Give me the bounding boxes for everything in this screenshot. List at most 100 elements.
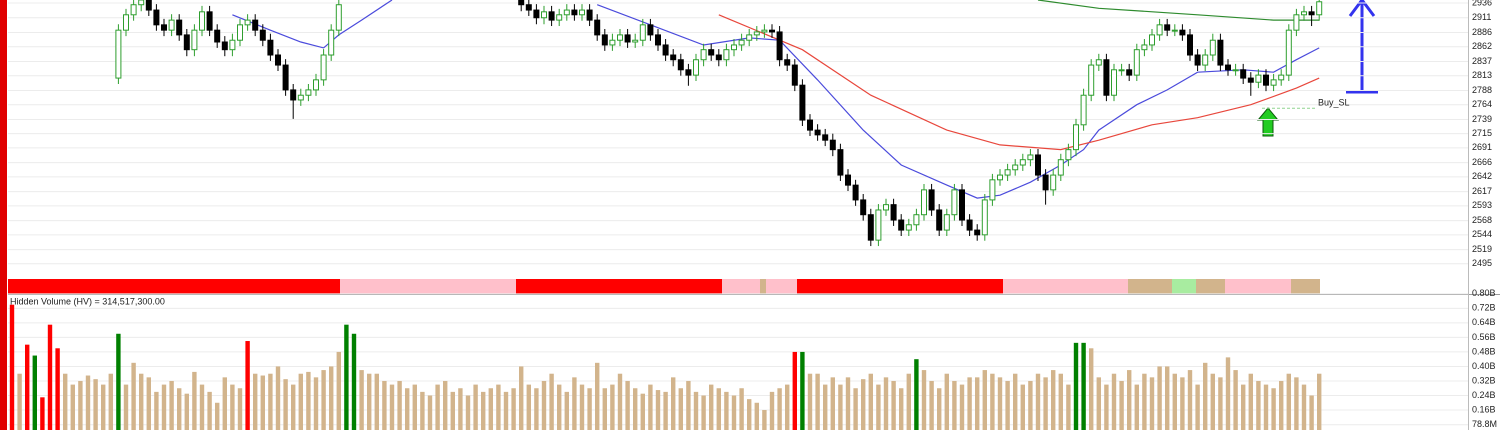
volume-title: Hidden Volume (HV) = 314,517,300.00 <box>10 296 165 306</box>
y-tick-label: 2788 <box>1472 85 1492 95</box>
y-tick-label: 2886 <box>1472 27 1492 37</box>
volume-bar <box>937 388 942 430</box>
axes: 2936 2911 2886 2862 2837 2813 2788 2764 2739 2715… <box>1472 0 1497 429</box>
y-tick-label: 0.24B <box>1472 390 1496 400</box>
volume-bar <box>1195 384 1200 430</box>
moving-average <box>1037 0 1320 21</box>
volume-bar <box>1233 370 1238 430</box>
left-edge-bar <box>0 0 7 430</box>
candle-body <box>328 29 335 56</box>
y-tick-label: 2519 <box>1472 244 1492 254</box>
candle-body <box>791 64 798 86</box>
candle-body <box>1171 29 1178 32</box>
volume-bar <box>800 351 805 430</box>
volume-bar <box>876 384 881 430</box>
candle-body <box>145 0 152 11</box>
volume-bar <box>579 384 585 430</box>
volume-bar <box>663 391 668 430</box>
volume-bar <box>245 341 250 430</box>
volume-bar <box>959 384 965 430</box>
candle-body <box>1263 74 1269 86</box>
volume-bar <box>1119 380 1124 430</box>
candle-body <box>731 44 737 51</box>
band-segment <box>760 279 766 294</box>
volume-bar <box>701 395 706 430</box>
candle-body <box>943 214 950 231</box>
volume-bar <box>1066 384 1071 430</box>
band-segment <box>1291 279 1320 294</box>
buy-arrow <box>1256 107 1280 137</box>
candle-body <box>313 79 319 91</box>
y-tick-label: 2666 <box>1472 157 1492 167</box>
y-tick-label: 0.32B <box>1472 375 1496 385</box>
volume-bar <box>1180 377 1185 430</box>
volume-bar <box>564 391 569 430</box>
volume-bar <box>519 366 524 430</box>
candle-body <box>297 94 304 101</box>
candle-body <box>609 39 616 46</box>
candle-body <box>647 24 654 36</box>
candle-body <box>1316 1 1323 16</box>
candle-body <box>989 179 996 201</box>
volume-bar <box>671 377 676 430</box>
volume-bar <box>1089 348 1094 430</box>
candle-body <box>244 19 251 26</box>
volume-bar <box>709 384 714 430</box>
y-tick-label: 0.80B <box>1472 288 1496 298</box>
volume-bar <box>1218 377 1223 430</box>
candle-body <box>1141 44 1148 51</box>
y-tick-label: 2764 <box>1472 99 1492 109</box>
candle-body <box>875 209 882 241</box>
candle-body <box>1035 154 1041 176</box>
band-segment <box>1128 279 1172 294</box>
volume-bar <box>541 380 547 430</box>
volume-bar <box>686 380 691 430</box>
candle-body <box>237 24 243 41</box>
volume-bar <box>488 388 493 430</box>
volume-bar <box>906 373 911 430</box>
candle-body <box>1285 29 1292 76</box>
y-tick-label: 2936 <box>1472 0 1492 7</box>
y-tick-label: 2495 <box>1472 258 1492 268</box>
candle-body <box>320 54 327 81</box>
volume-bar <box>367 373 372 430</box>
candle-body <box>677 59 684 71</box>
volume-bar <box>990 373 995 430</box>
volume-bar <box>435 384 440 430</box>
volume-bar <box>610 384 615 430</box>
volume-bar <box>587 388 592 430</box>
y-tick-label: 0.40B <box>1472 361 1496 371</box>
candle-body <box>199 11 205 31</box>
candle-body <box>1270 79 1277 86</box>
volume-bar <box>830 377 835 430</box>
volume-bar <box>283 379 288 430</box>
volume-bar <box>359 370 364 430</box>
volume-bar <box>192 371 197 430</box>
candle-body <box>913 214 920 226</box>
candle-body <box>708 49 715 56</box>
volume-bar <box>329 366 334 430</box>
volume-bar <box>792 351 797 430</box>
volume-bar <box>25 344 30 430</box>
volume-bar <box>336 351 341 430</box>
band-segment <box>8 279 340 294</box>
volume-bar <box>412 384 417 430</box>
volume-bar <box>929 380 934 430</box>
candle-body <box>738 39 745 46</box>
volume-bar <box>1081 342 1086 430</box>
volume-bar <box>549 373 554 430</box>
candle-body <box>1255 74 1262 83</box>
candle-body <box>1278 74 1285 81</box>
volume-bar <box>883 377 889 430</box>
candle-body <box>1095 59 1102 66</box>
volume-bar <box>397 380 402 430</box>
volume-bar <box>716 388 721 430</box>
volume-bar <box>389 384 395 430</box>
volume-bar <box>678 388 683 430</box>
volume-bar <box>47 324 53 430</box>
volume-bar <box>602 388 607 430</box>
candle-body <box>252 19 259 31</box>
volume-bar <box>1035 373 1041 430</box>
candle-body <box>700 49 707 61</box>
volume-bar <box>1104 384 1109 430</box>
